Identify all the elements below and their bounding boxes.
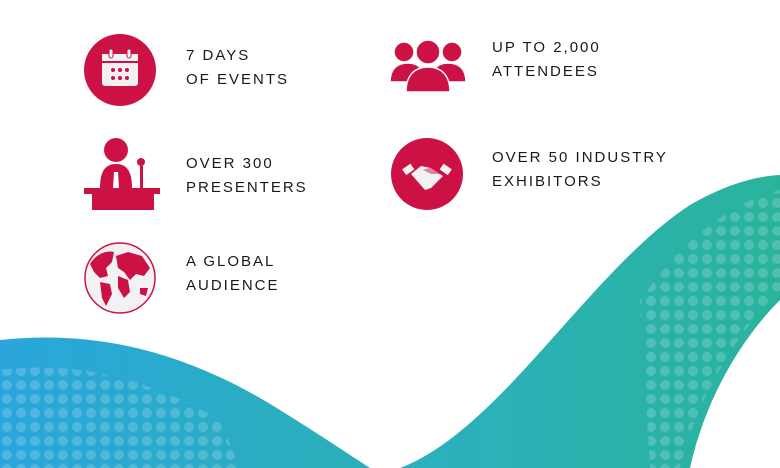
presenter-podium-icon	[84, 138, 160, 210]
feature-line: 7 DAYS	[186, 47, 251, 64]
feature-days: 7 DAYS OF EVENTS	[186, 44, 289, 92]
handshake-icon	[391, 138, 463, 210]
feature-line: OVER 50 INDUSTRY	[492, 149, 668, 166]
feature-line: EXHIBITORS	[492, 173, 603, 190]
feature-line: A GLOBAL	[186, 253, 276, 270]
calendar-icon	[84, 34, 156, 106]
feature-line: ATTENDEES	[492, 63, 599, 80]
feature-attendees: UP TO 2,000 ATTENDEES	[492, 36, 601, 84]
feature-global: A GLOBAL AUDIENCE	[186, 250, 280, 298]
feature-line: PRESENTERS	[186, 179, 308, 196]
feature-exhibitors: OVER 50 INDUSTRY EXHIBITORS	[492, 146, 668, 194]
feature-line: AUDIENCE	[186, 277, 280, 294]
feature-line: OVER 300	[186, 155, 274, 172]
feature-line: UP TO 2,000	[492, 39, 601, 56]
attendees-icon	[390, 39, 466, 92]
feature-presenters: OVER 300 PRESENTERS	[186, 152, 308, 200]
feature-line: OF EVENTS	[186, 71, 290, 88]
globe-icon	[84, 242, 156, 314]
